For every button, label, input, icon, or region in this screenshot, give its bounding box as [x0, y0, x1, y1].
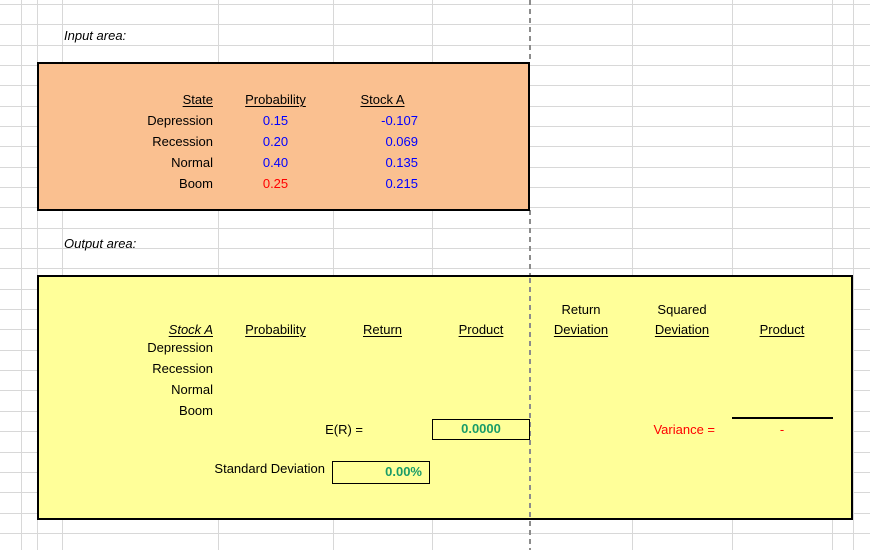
- output-row-label-2[interactable]: Normal: [171, 382, 213, 397]
- input-area-label[interactable]: Input area:: [64, 28, 127, 43]
- input-header-probability[interactable]: Probability: [245, 92, 306, 107]
- input-cell-probability-3[interactable]: 0.25: [262, 176, 289, 191]
- output-header-squared-deviation-line2[interactable]: Deviation: [654, 322, 710, 337]
- input-cell-stock-a-3[interactable]: 0.215: [385, 176, 418, 191]
- input-cell-probability-0[interactable]: 0.15: [262, 113, 289, 128]
- page-break-line: [529, 278, 531, 517]
- output-header-return-deviation-line2[interactable]: Deviation: [553, 322, 609, 337]
- input-cell-stock-a-2[interactable]: 0.135: [385, 155, 418, 170]
- er-value: 0.0000: [461, 421, 501, 436]
- input-area-box: [37, 62, 530, 211]
- variance-total-line: [732, 417, 833, 419]
- er-label-cell[interactable]: E(R) =: [325, 422, 363, 437]
- output-area-box: [37, 275, 853, 520]
- output-header-product-2[interactable]: Product: [759, 322, 805, 337]
- input-header-stock-a[interactable]: Stock A: [360, 92, 405, 107]
- input-cell-probability-2[interactable]: 0.40: [262, 155, 289, 170]
- variance-label-cell[interactable]: Variance =: [653, 422, 715, 437]
- input-cell-stock-a-1[interactable]: 0.069: [385, 134, 418, 149]
- input-cell-state-0[interactable]: Depression: [147, 113, 213, 128]
- output-header-product[interactable]: Product: [458, 322, 504, 337]
- sd-value-box[interactable]: 0.00%: [332, 461, 430, 484]
- input-header-state[interactable]: State: [182, 92, 213, 107]
- er-value-box[interactable]: 0.0000: [432, 419, 530, 440]
- input-cell-state-2[interactable]: Normal: [171, 155, 213, 170]
- page-break-line: [529, 210, 531, 275]
- output-row-label-0[interactable]: Depression: [147, 340, 213, 355]
- output-header-stock-a[interactable]: Stock A: [168, 322, 213, 337]
- output-header-squared-deviation-line1[interactable]: Squared: [657, 302, 707, 317]
- output-header-probability[interactable]: Probability: [245, 322, 306, 337]
- sd-value: 0.00%: [385, 464, 422, 479]
- output-area-label[interactable]: Output area:: [64, 236, 137, 251]
- output-header-return[interactable]: Return: [362, 322, 403, 337]
- input-cell-stock-a-0[interactable]: -0.107: [381, 113, 418, 128]
- page-break-line: [529, 521, 531, 550]
- sd-label-cell[interactable]: Standard Deviation: [214, 461, 325, 476]
- input-cell-probability-1[interactable]: 0.20: [262, 134, 289, 149]
- output-row-label-3[interactable]: Boom: [179, 403, 213, 418]
- variance-value-cell[interactable]: -: [779, 422, 785, 437]
- input-cell-state-1[interactable]: Recession: [152, 134, 213, 149]
- output-header-return-deviation-line1[interactable]: Return: [561, 302, 601, 317]
- output-row-label-1[interactable]: Recession: [152, 361, 213, 376]
- page-break-line: [529, 0, 531, 62]
- input-cell-state-3[interactable]: Boom: [179, 176, 213, 191]
